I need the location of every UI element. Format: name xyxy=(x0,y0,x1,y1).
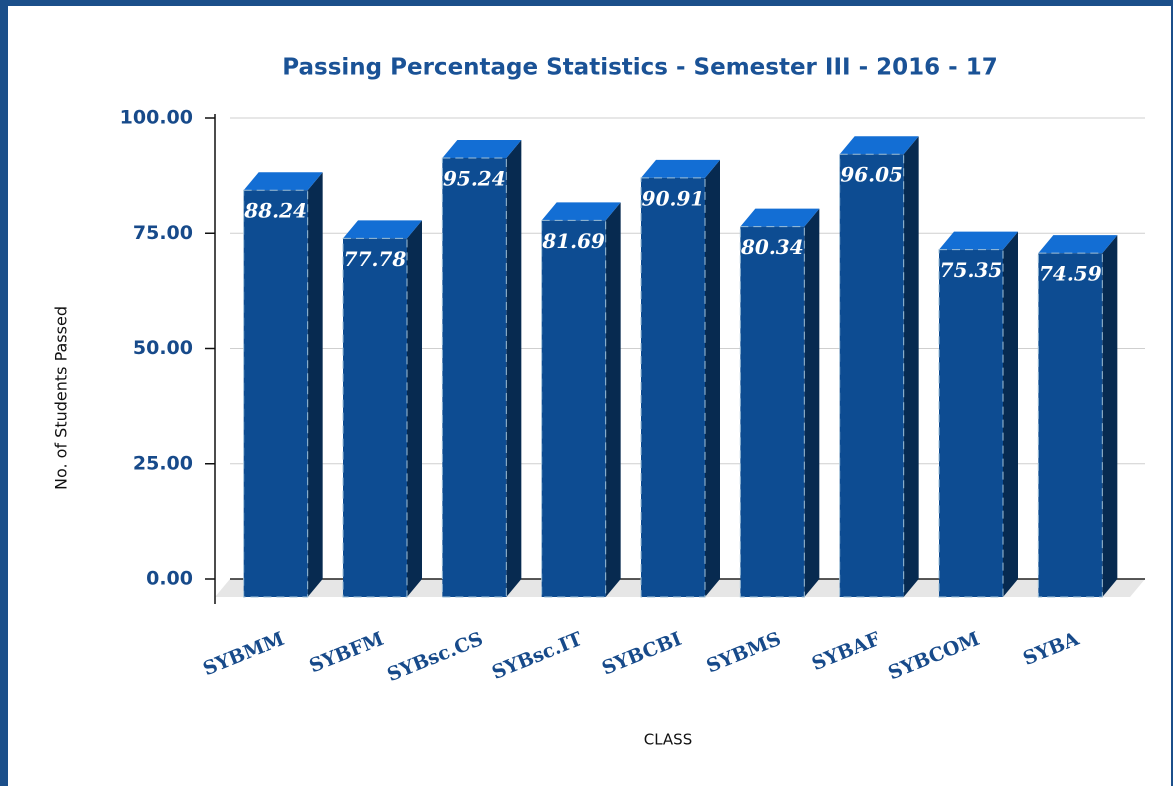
y-tick-label: 0.00 xyxy=(146,568,193,590)
bar-side xyxy=(1003,231,1018,597)
bar-top xyxy=(939,231,1018,250)
bar-side xyxy=(1102,235,1118,597)
data-label: 88.24 xyxy=(243,199,307,223)
chart-title: Passing Percentage Statistics - Semester… xyxy=(282,55,997,81)
data-label: 75.35 xyxy=(940,258,1003,282)
bar-top xyxy=(541,202,621,221)
y-tick-label: 100.00 xyxy=(120,107,193,129)
x-tick-label: SYBAF xyxy=(809,628,884,675)
bar-side xyxy=(307,172,323,597)
data-label: 80.34 xyxy=(740,235,804,259)
data-label: 77.78 xyxy=(344,247,407,271)
x-tick-label: SYBCBI xyxy=(599,628,685,680)
bar-side xyxy=(705,159,720,597)
bar-top xyxy=(343,220,422,239)
x-tick-label: SYBMS xyxy=(703,628,784,678)
bar-top xyxy=(1038,235,1118,254)
x-tick-label: SYBCOM xyxy=(885,628,983,685)
bar xyxy=(243,189,309,598)
bar xyxy=(1037,252,1103,598)
bar-side xyxy=(804,208,820,597)
bar xyxy=(541,219,607,598)
bar xyxy=(342,237,408,598)
y-tick-label: 50.00 xyxy=(133,337,193,359)
bar xyxy=(640,177,706,598)
bar-top xyxy=(243,172,323,191)
bar-side xyxy=(903,136,919,597)
y-tick-label: 25.00 xyxy=(133,452,193,474)
x-tick-label: SYBA xyxy=(1020,628,1082,670)
x-tick-label: SYBsc.CS xyxy=(384,628,486,686)
bar-top xyxy=(839,136,919,155)
bar xyxy=(938,249,1004,598)
bar xyxy=(739,226,805,598)
bar-top xyxy=(740,208,820,227)
bar xyxy=(839,153,905,598)
bar-side xyxy=(506,139,522,597)
x-tick-label: SYBFM xyxy=(306,628,386,678)
bar xyxy=(441,157,507,598)
x-tick-label: SYBMM xyxy=(200,628,287,680)
bar-side xyxy=(605,202,621,597)
bar-top xyxy=(442,139,522,158)
data-label: 90.91 xyxy=(642,186,705,210)
y-axis-label: No. of Students Passed xyxy=(52,306,71,490)
data-label: 74.59 xyxy=(1039,262,1102,286)
data-label: 81.69 xyxy=(541,229,605,253)
x-tick-label: SYBsc.IT xyxy=(489,628,586,684)
y-tick-label: 75.00 xyxy=(133,222,193,244)
data-label: 96.05 xyxy=(840,163,903,187)
x-axis-label: CLASS xyxy=(644,731,692,749)
bar-side xyxy=(407,220,422,597)
data-label: 95.24 xyxy=(443,166,506,190)
bar-top xyxy=(641,159,720,178)
